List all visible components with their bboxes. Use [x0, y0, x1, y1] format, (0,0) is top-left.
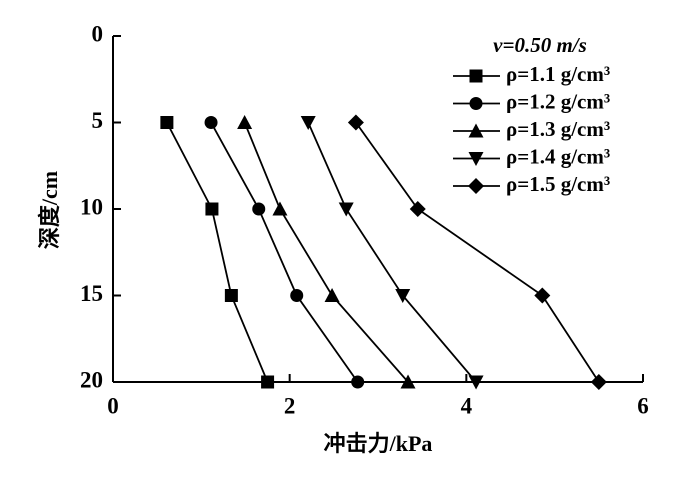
marker — [469, 69, 483, 83]
marker — [468, 178, 484, 194]
series-line — [355, 121, 600, 383]
marker — [400, 374, 416, 389]
legend-label: ρ=1.5 g/cm³ — [506, 172, 610, 196]
marker — [534, 287, 551, 304]
y-tick-label: 10 — [80, 194, 103, 219]
y-tick-label: 0 — [92, 21, 104, 46]
y-tick-label: 20 — [80, 367, 103, 392]
series-line — [243, 122, 409, 383]
series-line — [307, 122, 477, 383]
marker — [205, 202, 219, 216]
series-line — [210, 122, 359, 383]
legend-label: ρ=1.2 g/cm³ — [506, 89, 610, 113]
marker — [351, 375, 365, 389]
marker — [252, 202, 266, 216]
marker — [338, 202, 354, 217]
x-tick-label: 2 — [284, 393, 296, 418]
marker — [224, 289, 238, 302]
legend-label: ρ=1.4 g/cm³ — [506, 144, 610, 168]
marker — [300, 116, 316, 130]
marker — [468, 375, 484, 390]
legend-label: ρ=1.3 g/cm³ — [506, 117, 610, 141]
y-tick-label: 15 — [80, 281, 103, 306]
y-axis-label: 深度/cm — [37, 171, 62, 249]
x-tick-label: 4 — [461, 393, 473, 418]
x-tick-label: 0 — [107, 393, 119, 418]
series-line — [166, 122, 269, 383]
marker — [272, 201, 288, 216]
marker — [409, 201, 426, 217]
marker — [324, 288, 340, 302]
marker — [468, 123, 484, 138]
marker — [204, 116, 218, 129]
marker — [469, 97, 483, 110]
marker — [590, 374, 607, 390]
legend-title: v=0.50 m/s — [493, 33, 587, 57]
marker — [347, 114, 364, 131]
marker — [237, 115, 253, 129]
y-tick-label: 5 — [92, 108, 104, 133]
marker — [468, 152, 484, 166]
x-axis-label: 冲击力/kPa — [324, 431, 433, 456]
legend-label: ρ=1.1 g/cm³ — [506, 62, 610, 86]
marker — [290, 289, 304, 302]
marker — [160, 116, 174, 129]
marker — [395, 289, 411, 303]
x-tick-label: 6 — [637, 393, 649, 418]
marker — [261, 375, 275, 389]
